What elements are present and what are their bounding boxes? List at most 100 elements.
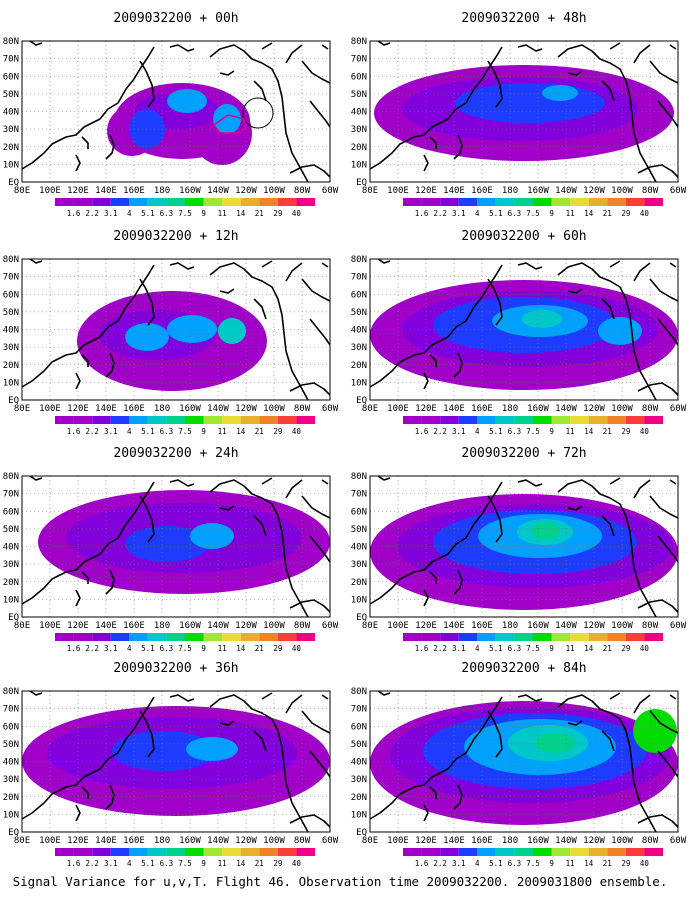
- map-frame: [369, 258, 679, 401]
- coastline: [453, 784, 463, 810]
- colorbar-label: 3.1: [452, 427, 466, 436]
- coastline: [321, 44, 329, 50]
- colorbar: 1.6 2.2 3.1 4 5.1 6.3 7.5 9 11 14 21 29 40: [403, 848, 663, 868]
- colorbar-label: 11: [566, 859, 575, 868]
- colorbar-swatch: [240, 848, 260, 856]
- lon-tick-label: 100W: [611, 186, 633, 196]
- lat-tick-label: 50N: [351, 308, 367, 318]
- colorbar-swatch: [110, 633, 130, 641]
- map-field: [22, 41, 330, 182]
- coastline: [309, 535, 330, 563]
- coastline: [321, 479, 329, 485]
- lon-tick-label: 140W: [555, 621, 577, 631]
- coastline: [209, 44, 309, 182]
- coastline: [473, 481, 503, 525]
- lat-tick-label: 10N: [351, 595, 367, 605]
- coastline: [289, 814, 330, 828]
- colorbar-swatch: [477, 633, 496, 641]
- colorbar-swatch: [495, 198, 515, 206]
- coastline: [557, 262, 657, 400]
- colorbar-swatch: [185, 633, 204, 641]
- lat-tick-label: EQ: [8, 178, 19, 188]
- colorbar-label: 14: [236, 209, 246, 218]
- lon-tick-label: 80E: [362, 836, 378, 846]
- colorbar-label: 3.1: [104, 209, 118, 218]
- lat-tick-label: 40N: [3, 326, 19, 336]
- lon-tick-label: 60W: [670, 404, 687, 414]
- colorbar-swatch: [185, 848, 204, 856]
- map-field: [370, 259, 678, 400]
- coastline: [637, 164, 678, 178]
- lon-tick-label: 60W: [322, 621, 339, 631]
- lon-tick-label: 120E: [67, 186, 89, 196]
- coastline: [429, 786, 437, 799]
- colorbar-swatch: [129, 198, 148, 206]
- colorbar-label: 1.6: [67, 859, 81, 868]
- coastline: [219, 505, 235, 511]
- colorbar-swatch: [440, 633, 459, 641]
- lat-tick-label: 70N: [351, 490, 367, 500]
- colorbar-label: 2.2: [85, 209, 99, 218]
- colorbar-label: 3.1: [452, 644, 466, 653]
- map-field: [22, 259, 330, 400]
- colorbar-label: 9: [549, 644, 554, 653]
- lat-tick-label: 10N: [3, 810, 19, 820]
- colorbar-swatch: [277, 198, 297, 206]
- colorbar-swatch: [588, 848, 608, 856]
- coastline: [321, 262, 329, 268]
- variance-contour: [167, 89, 207, 113]
- coastline: [609, 477, 621, 485]
- colorbar-swatch: [129, 416, 148, 424]
- lon-tick-label: 180: [154, 621, 170, 631]
- lon-tick-label: 100E: [39, 404, 61, 414]
- colorbar-swatch: [514, 416, 533, 424]
- map-field: [370, 41, 678, 182]
- colorbar-swatch: [73, 198, 93, 206]
- lat-tick-label: EQ: [8, 828, 19, 838]
- colorbar-swatch: [240, 633, 260, 641]
- lon-tick-label: 180: [154, 836, 170, 846]
- lat-tick-label: 60N: [351, 72, 367, 82]
- colorbar-label: 2.2: [85, 859, 99, 868]
- colorbar-swatch: [607, 633, 626, 641]
- lon-tick-label: 80W: [294, 404, 311, 414]
- colorbar-swatch: [73, 416, 93, 424]
- coastline: [301, 60, 330, 84]
- lon-tick-label: 140E: [95, 404, 117, 414]
- coastline: [29, 259, 43, 264]
- lon-tick-label: 100E: [387, 404, 409, 414]
- colorbar-label: 14: [236, 859, 246, 868]
- colorbar-swatch: [607, 848, 626, 856]
- lon-tick-label: 60W: [670, 836, 687, 846]
- colorbar-label: 7.5: [526, 427, 540, 436]
- lat-tick-label: 30N: [3, 343, 19, 353]
- colorbar-swatch: [129, 848, 148, 856]
- lon-tick-label: 100E: [39, 186, 61, 196]
- colorbar-swatch: [259, 848, 278, 856]
- lon-tick-label: 100W: [263, 404, 285, 414]
- coastline: [309, 318, 330, 346]
- colorbar-label: 4: [127, 644, 132, 653]
- colorbar-swatch: [495, 848, 515, 856]
- variance-contour: [522, 310, 562, 328]
- coastline: [487, 710, 503, 758]
- lon-tick-label: 180: [154, 404, 170, 414]
- lon-tick-label: 120W: [583, 404, 605, 414]
- coastline: [657, 318, 678, 346]
- lat-tick-label: 40N: [351, 758, 367, 768]
- lat-tick-label: 10N: [3, 595, 19, 605]
- lat-tick-label: 10N: [351, 378, 367, 388]
- coastline: [453, 134, 463, 160]
- colorbar-label: 5.1: [489, 209, 503, 218]
- coastline: [473, 46, 503, 90]
- coastline: [81, 136, 89, 149]
- colorbar-swatch: [147, 416, 167, 424]
- lon-tick-label: 120E: [415, 186, 437, 196]
- coastline: [301, 495, 330, 519]
- panel-title: 2009032200 + 36h: [113, 661, 238, 676]
- lon-tick-label: 80W: [642, 186, 659, 196]
- coastline: [301, 710, 330, 734]
- colorbar-swatch: [533, 633, 552, 641]
- colorbar-swatch: [296, 198, 315, 206]
